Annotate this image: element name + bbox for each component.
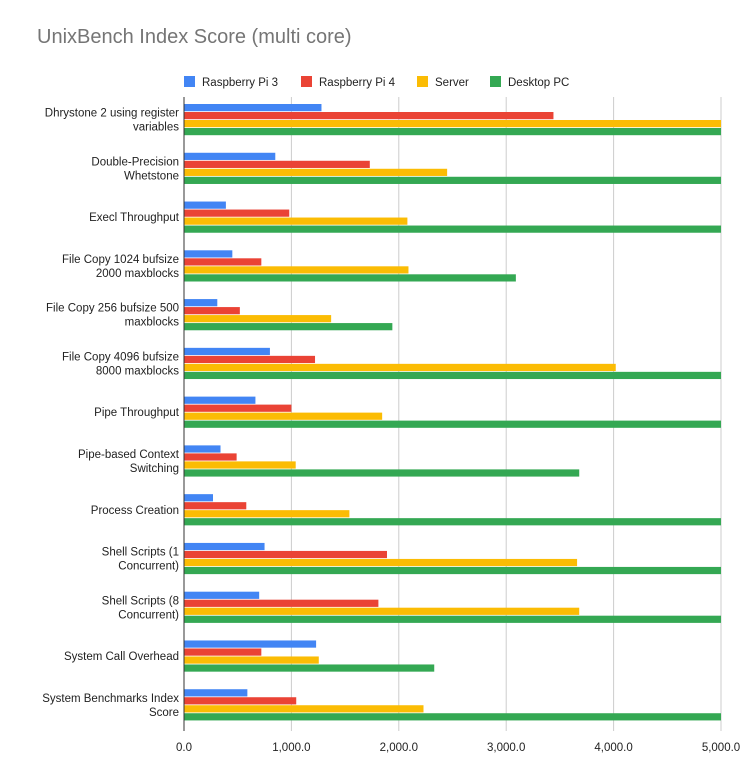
category-label: File Copy 4096 bufsize <box>62 351 179 363</box>
category-label: Concurrent) <box>118 609 179 621</box>
bar <box>184 648 262 656</box>
bar <box>184 469 580 477</box>
bar <box>184 453 237 461</box>
bar <box>184 323 393 331</box>
bar <box>184 209 290 217</box>
bar <box>184 502 247 510</box>
category-label: File Copy 256 bufsize 500 <box>46 303 179 315</box>
axes: 0.0 1,000.0 2,000.0 3,000.0 4,000.0 5,000.0 Dh… <box>42 97 740 754</box>
bar <box>184 250 233 258</box>
bar <box>184 615 721 623</box>
category-label: System Call Overhead <box>64 651 179 663</box>
bar <box>184 176 721 184</box>
legend-label: Server <box>435 77 469 89</box>
bar <box>184 550 387 559</box>
bar <box>184 542 265 551</box>
category-label: Whetstone <box>124 170 179 182</box>
bar <box>184 112 554 120</box>
bar <box>184 404 292 412</box>
category-label: File Copy 1024 bufsize <box>62 254 179 266</box>
bar <box>184 120 721 128</box>
category-label: Shell Scripts (8 <box>102 595 179 607</box>
legend: Raspberry Pi 3 Raspberry Pi 4 Server Deskto… <box>184 76 569 89</box>
x-tick-label: 4,000.0 <box>594 742 632 754</box>
legend-swatch <box>184 76 195 87</box>
bar <box>184 510 350 518</box>
bar <box>184 656 319 664</box>
x-tick-label: 1,000.0 <box>272 742 310 754</box>
legend-label: Raspberry Pi 3 <box>202 77 278 89</box>
bar <box>184 128 721 136</box>
bar <box>184 225 721 233</box>
category-label: Execl Throughput <box>89 212 180 224</box>
bar <box>184 689 248 697</box>
legend-swatch <box>490 76 501 87</box>
category-label: Process Creation <box>91 505 179 517</box>
category-label: maxblocks <box>125 317 180 329</box>
legend-label: Raspberry Pi 4 <box>319 77 396 89</box>
legend-label: Desktop PC <box>508 77 569 89</box>
bar <box>184 445 221 453</box>
chart-title: UnixBench Index Score (multi core) <box>37 26 352 48</box>
bar <box>184 599 379 607</box>
bar <box>184 664 435 672</box>
bar <box>184 558 578 567</box>
bar <box>184 363 616 372</box>
bar <box>184 518 721 526</box>
bar <box>184 371 721 380</box>
bar <box>184 591 260 599</box>
category-label: Switching <box>130 463 179 475</box>
bar <box>184 396 256 404</box>
bar <box>184 217 408 225</box>
bar <box>184 274 516 282</box>
x-tick-label: 5,000.0 <box>702 742 740 754</box>
x-tick-label: 3,000.0 <box>487 742 525 754</box>
bar <box>184 152 276 160</box>
legend-swatch <box>417 76 428 87</box>
category-label: Concurrent) <box>118 561 179 573</box>
bar <box>184 160 370 168</box>
bar <box>184 494 213 502</box>
bar <box>184 307 240 315</box>
bar <box>184 607 580 615</box>
bar <box>184 347 270 356</box>
bar <box>184 258 262 266</box>
category-label: Pipe Throughput <box>94 407 180 419</box>
bar <box>184 713 721 721</box>
bar <box>184 461 296 469</box>
bar <box>184 104 322 112</box>
bar <box>184 315 332 323</box>
bar <box>184 355 316 364</box>
category-label: System Benchmarks Index <box>42 693 179 705</box>
legend-swatch <box>301 76 312 87</box>
bar <box>184 168 448 176</box>
x-tick-label: 0.0 <box>176 742 192 754</box>
category-label: Score <box>149 707 179 719</box>
category-label: 8000 maxblocks <box>96 365 179 377</box>
category-label: Shell Scripts (1 <box>102 547 179 559</box>
bar <box>184 566 721 575</box>
bar <box>184 201 226 209</box>
category-label: variables <box>133 122 179 134</box>
bar <box>184 420 721 428</box>
bar <box>184 705 424 713</box>
category-label: Pipe-based Context <box>78 449 180 461</box>
category-label: Double-Precision <box>91 156 179 168</box>
bar <box>184 299 218 307</box>
bars <box>184 104 721 721</box>
category-label: Dhrystone 2 using register <box>45 108 179 120</box>
bar <box>184 640 317 648</box>
category-label: 2000 maxblocks <box>96 268 179 280</box>
bar <box>184 266 409 274</box>
bar <box>184 412 383 420</box>
x-tick-label: 2,000.0 <box>380 742 418 754</box>
bar <box>184 697 297 705</box>
